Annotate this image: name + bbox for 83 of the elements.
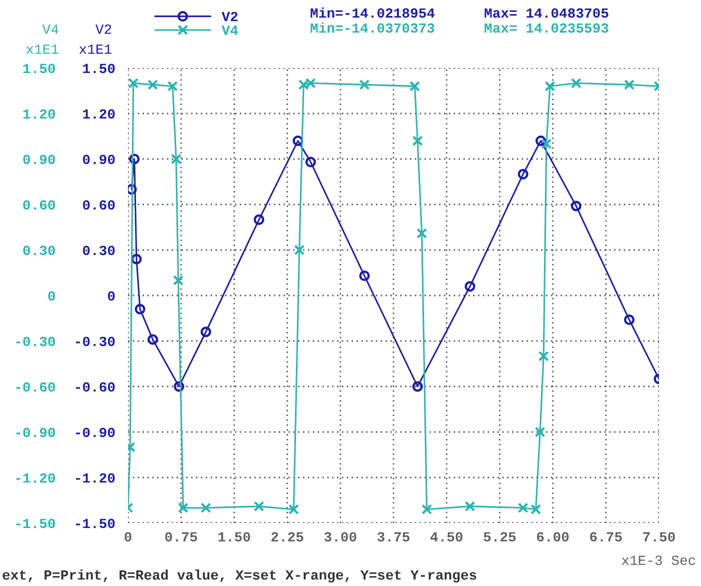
y2-tick-label: 0.30 [82,246,115,256]
text: Max= 14.0483705 [484,8,608,18]
point [174,381,184,392]
point [464,281,476,292]
y-tick-label: 0.30 [23,246,55,256]
point [134,304,146,314]
y-tick-label: -0.60 [16,382,55,392]
point [409,80,420,92]
point [530,504,542,515]
point [544,80,556,92]
text: Max= 14.0235593 [484,23,608,33]
y2-tick-label: -0.90 [76,428,115,438]
point [167,80,178,92]
point [535,136,546,146]
point [254,501,264,512]
y-axis-title: V4 x1E1 [26,24,58,54]
point [200,326,212,338]
point [254,214,264,225]
point [541,138,552,150]
point [412,381,423,392]
x-tick-label: 0 [124,532,132,542]
point [359,79,370,90]
y-tick-label: 1.50 [23,64,55,74]
y-tick-label: 0 [48,291,55,301]
text: ext, P=Print, R=Read value, X=set X-range, Y=set Y-ranges [2,569,476,583]
point [538,350,549,362]
point [464,501,476,512]
y-tick-label: 0.90 [23,154,55,164]
point [288,504,299,515]
point [534,426,546,438]
y2-tick-label: 1.50 [83,64,115,74]
y2-tick-label: -0.60 [76,382,115,392]
point [412,136,423,146]
x-tick-label: 3.00 [324,532,356,542]
y-tick-label: -1.50 [16,518,55,528]
point [570,78,582,88]
legend-label: V4 [222,26,238,35]
point [129,154,140,164]
point [292,136,304,146]
point [305,156,316,168]
y2-axis-title: V2 x1E1 [79,24,112,54]
x-tick-label: 3.75 [377,532,410,542]
point [294,244,305,256]
y2-tick-label: 0.90 [82,154,115,164]
x-tick-label: 5.25 [484,532,516,542]
point [422,504,432,515]
point [359,270,370,282]
point [148,79,158,90]
x-tick-label: 6.75 [590,532,622,542]
point [172,275,184,286]
point [131,254,142,264]
y2-tick-label: 1.20 [83,109,115,119]
text: Min=-14.0218954 [310,8,435,18]
point [178,502,188,514]
x-axis-title: x1E-3 Sec [622,556,696,566]
y-tick-label: -1.20 [16,473,55,483]
y-tick-label: 0.60 [23,200,55,210]
y2-tick-label: 0 [108,291,115,301]
x-tick-label: 0.75 [165,532,198,542]
y2-tick-label: 0.60 [82,200,115,210]
x-tick-label: 6.00 [536,532,569,542]
text: Min=-14.0370373 [310,22,434,33]
x-tick-label: 4.50 [430,532,462,542]
point [624,314,635,326]
point [416,228,428,239]
y2-tick-label: -1.20 [76,473,115,483]
point [624,79,635,90]
x-tick-label: 1.50 [218,532,250,542]
point [170,154,182,164]
y-tick-label: 1.20 [23,109,55,119]
point [518,502,528,514]
x-tick-label: 2.25 [271,532,304,542]
y-tick-label: -0.90 [16,428,55,438]
point [518,168,528,180]
point [200,502,212,514]
y2-tick-label: -1.50 [76,518,115,528]
point [570,200,582,212]
y2-tick-label: -0.30 [76,336,115,346]
point [148,334,158,345]
point [128,78,139,88]
legend-label: V2 [222,12,238,22]
x-tick-label: 7.50 [643,532,675,542]
y-tick-label: -0.30 [16,336,55,346]
